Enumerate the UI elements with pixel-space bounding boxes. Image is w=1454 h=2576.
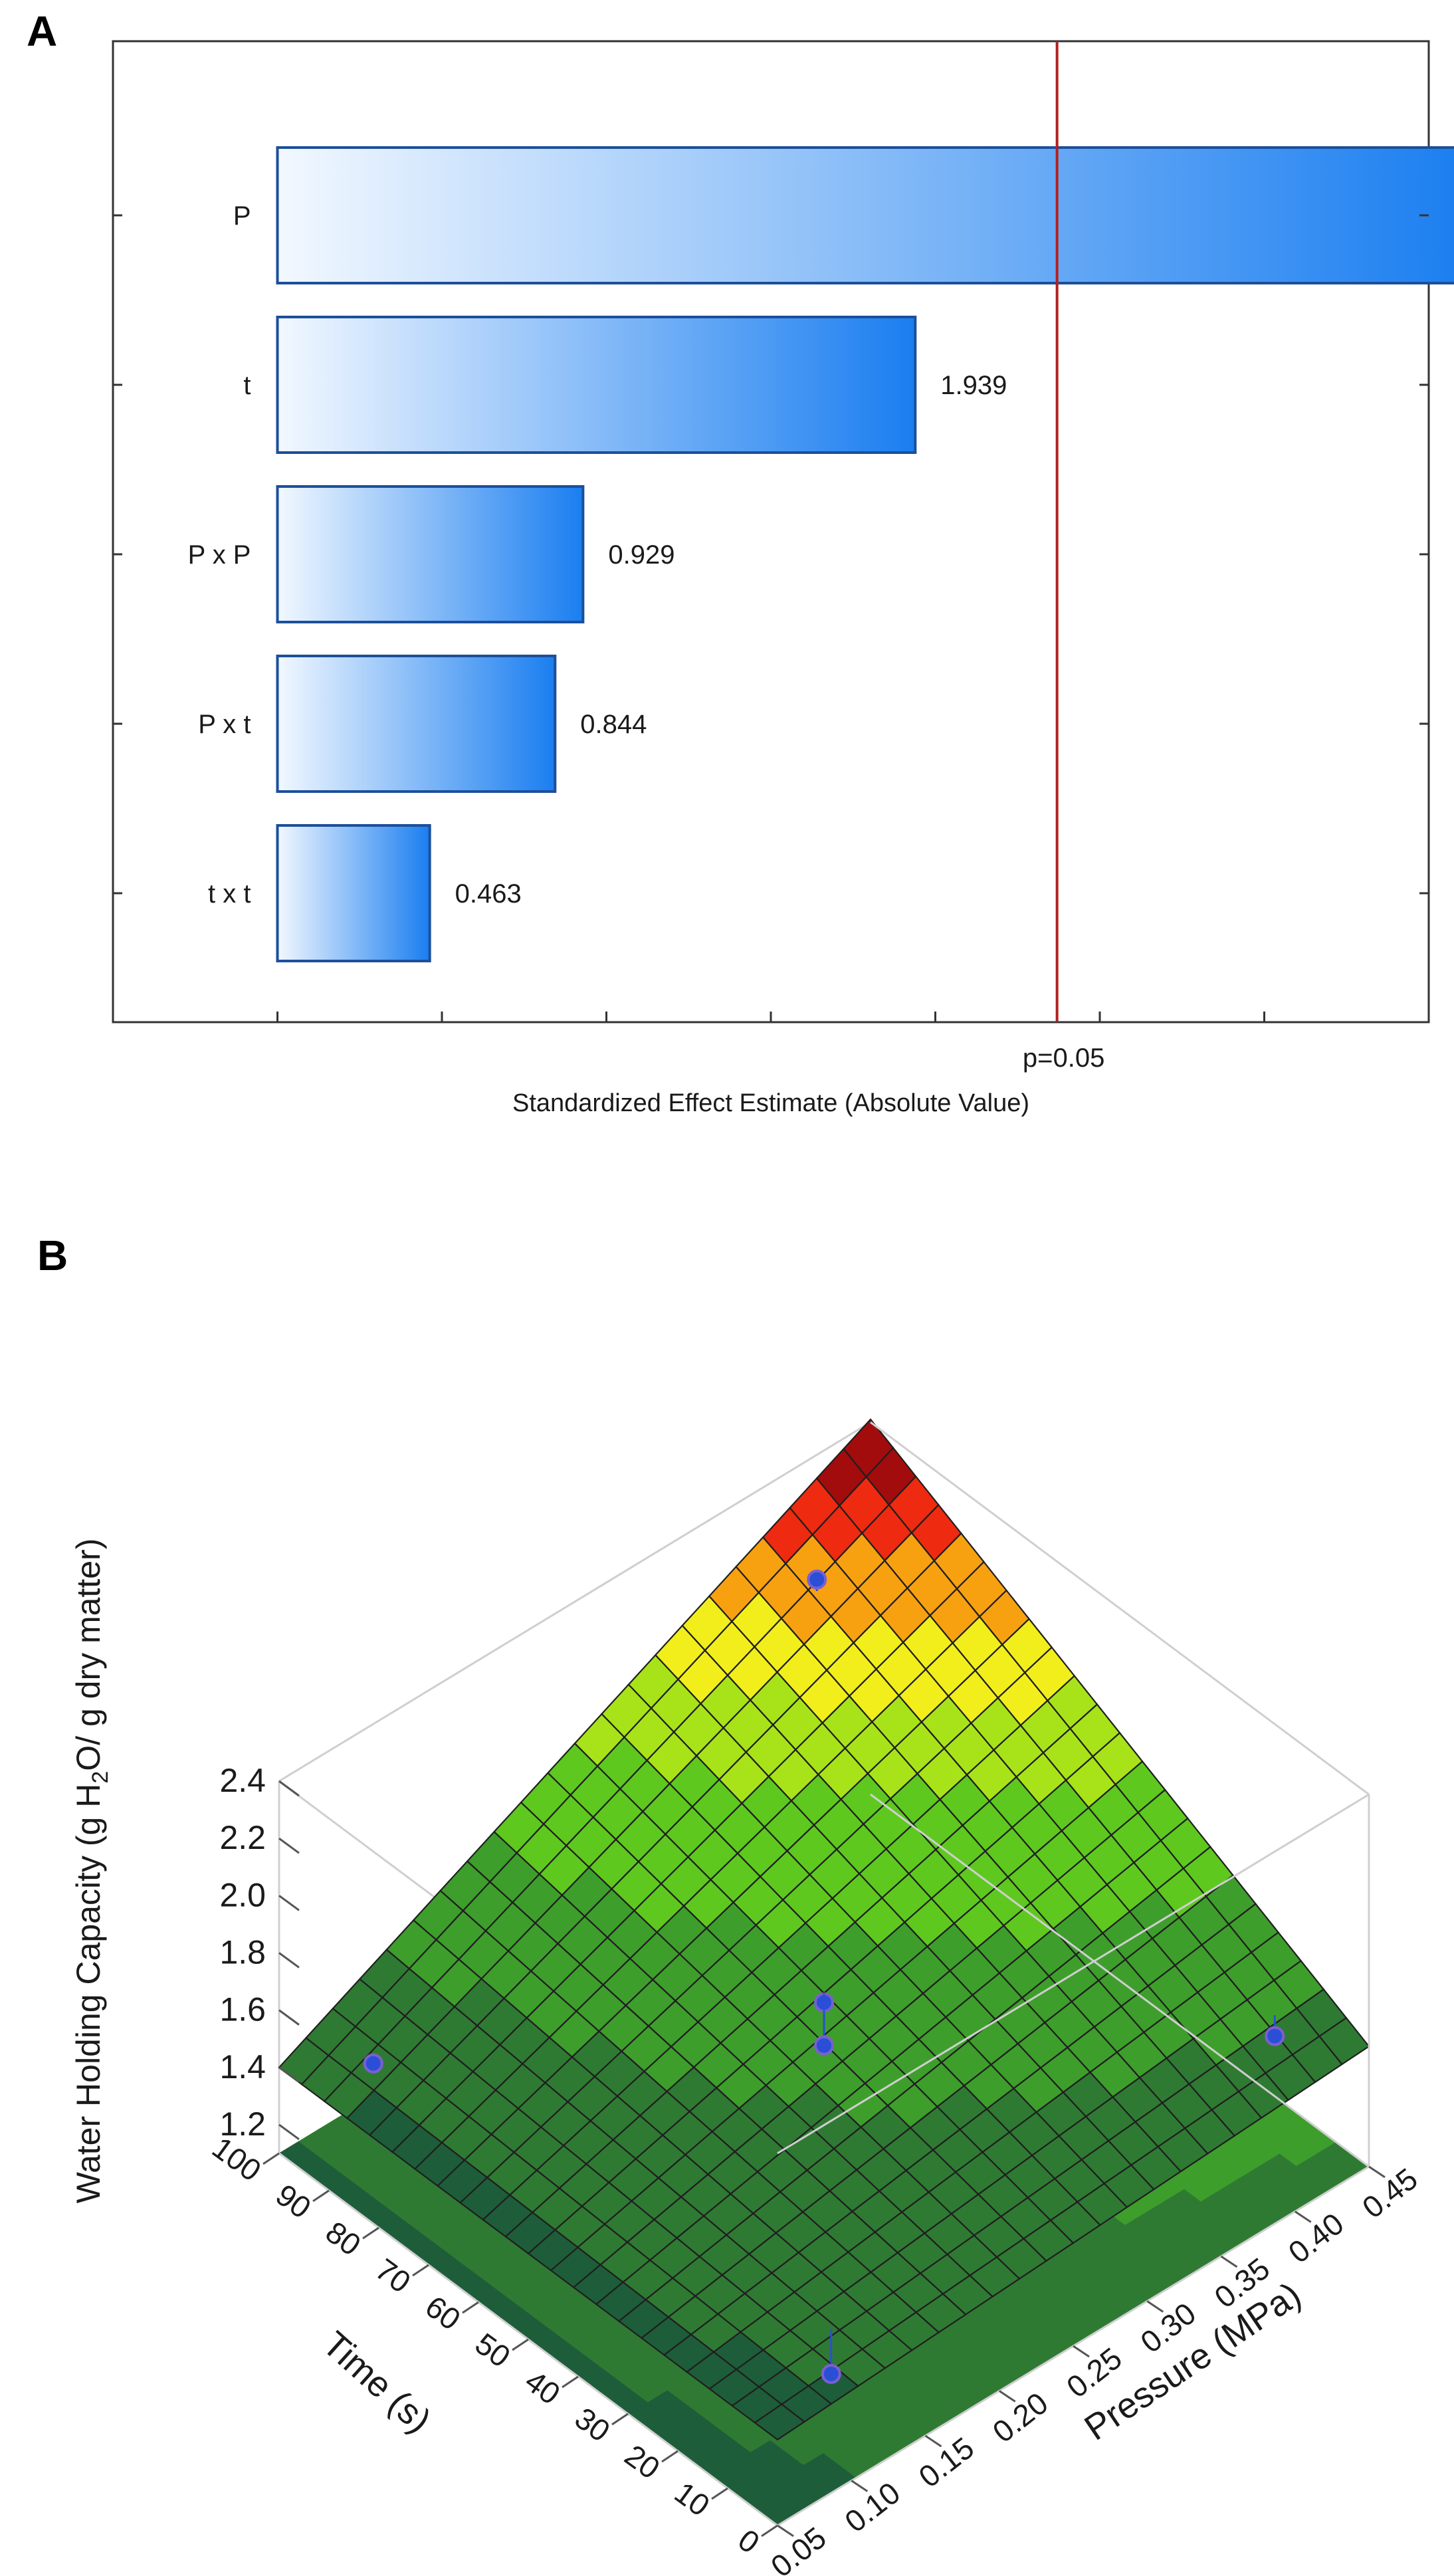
bar	[276, 146, 1454, 284]
y-tick-label: 30	[569, 2401, 617, 2448]
y-tick	[312, 2189, 330, 2202]
z-tick	[278, 2123, 300, 2141]
bar	[276, 655, 557, 793]
value-label: 0.844	[580, 710, 647, 739]
y-tick-label: 70	[369, 2252, 417, 2300]
x-tick	[1146, 2300, 1164, 2313]
box-edge	[870, 1793, 1370, 2168]
x-tick-label: 0.15	[912, 2430, 981, 2494]
data-point	[1265, 2026, 1285, 2046]
bar	[276, 824, 431, 962]
category-label: t	[243, 371, 251, 400]
y-tick-label: 0	[732, 2522, 766, 2560]
data-point	[814, 2035, 834, 2056]
y-tick	[412, 2264, 429, 2277]
z-tick-label: 1.8	[219, 1933, 266, 1971]
x-tick	[1294, 2210, 1312, 2223]
pareto-x-axis-label: Standardized Effect Estimate (Absolute V…	[512, 1089, 1029, 1117]
z-axis-label: Water Holding Capacity (g H2O/ g dry mat…	[70, 1539, 113, 2204]
y-tick-label: 90	[270, 2177, 318, 2225]
y-tick	[611, 2413, 629, 2426]
value-label: 0.929	[608, 540, 675, 570]
x-tick-label: 0.40	[1282, 2206, 1350, 2270]
y-tick	[761, 2524, 778, 2537]
y-tick	[512, 2338, 529, 2351]
x-tick-label: 0.20	[986, 2385, 1055, 2449]
z-tick	[278, 1837, 300, 1854]
x-tick	[1073, 2345, 1090, 2358]
panel-label-a: A	[27, 7, 58, 55]
observed-points	[363, 1569, 1285, 2384]
y-tick	[462, 2301, 479, 2314]
data-point	[363, 2053, 383, 2074]
y-tick-label: 40	[519, 2363, 567, 2411]
x-tick	[924, 2434, 942, 2448]
category-label: t x t	[208, 879, 251, 909]
category-label: P x t	[198, 710, 251, 739]
bar	[276, 485, 585, 623]
y-tick-label: 60	[419, 2289, 467, 2337]
bar	[276, 316, 917, 454]
z-tick	[278, 2009, 300, 2026]
panel-label-b: B	[37, 1232, 68, 1279]
y-tick-label: 20	[619, 2438, 667, 2486]
z-tick-label: 2.2	[219, 1819, 266, 1856]
z-tick-label: 1.4	[219, 2048, 266, 2086]
z-tick	[278, 1780, 300, 1797]
pareto-tick-marks	[276, 1012, 1430, 1022]
y-tick-label: 50	[469, 2326, 517, 2374]
y-tick	[711, 2487, 728, 2500]
response-surface-chart: 1.2 1.4 1.6 1.8 2.0 2.2 2.4 0 102030405060708090…	[70, 1418, 1424, 2576]
x-tick	[777, 2524, 794, 2537]
y-tick	[262, 2152, 280, 2165]
box-edge	[278, 1421, 871, 1782]
z-tick-label: 1.6	[219, 1991, 266, 2028]
z-tick-label: 1.2	[219, 2105, 266, 2143]
value-label: 0.463	[455, 879, 522, 909]
y-tick-label: 80	[320, 2214, 367, 2262]
z-tick-label: 2.4	[219, 1762, 266, 1799]
y-tick	[562, 2375, 579, 2389]
threshold-label: p=0.05	[1023, 1043, 1104, 1073]
z-tick-label: 2.0	[219, 1876, 266, 1913]
y-axis-label: Time (s)	[315, 2324, 439, 2441]
data-point	[807, 1569, 827, 1590]
data-point	[821, 2363, 841, 2384]
x-tick	[1220, 2255, 1238, 2268]
surface-cell	[1318, 2016, 1370, 2066]
category-label: P x P	[188, 540, 251, 570]
category-label: P	[233, 201, 251, 231]
x-tick-label: 0.10	[838, 2475, 906, 2539]
z-tick	[278, 1952, 300, 1969]
y-tick	[661, 2450, 678, 2463]
x-tick	[851, 2480, 869, 2492]
z-tick	[278, 1895, 300, 1911]
z-tick	[278, 2066, 300, 2083]
box-edge	[777, 1793, 1370, 2155]
value-label: 1.939	[940, 371, 1007, 400]
surface-mesh	[278, 1418, 1370, 2441]
box-edge	[870, 1421, 1370, 1796]
x-tick-label: 0.45	[1356, 2161, 1424, 2225]
y-tick-label: 10	[669, 2475, 716, 2523]
x-tick	[1368, 2165, 1386, 2179]
x-tick	[998, 2390, 1016, 2403]
y-tick	[362, 2226, 379, 2240]
